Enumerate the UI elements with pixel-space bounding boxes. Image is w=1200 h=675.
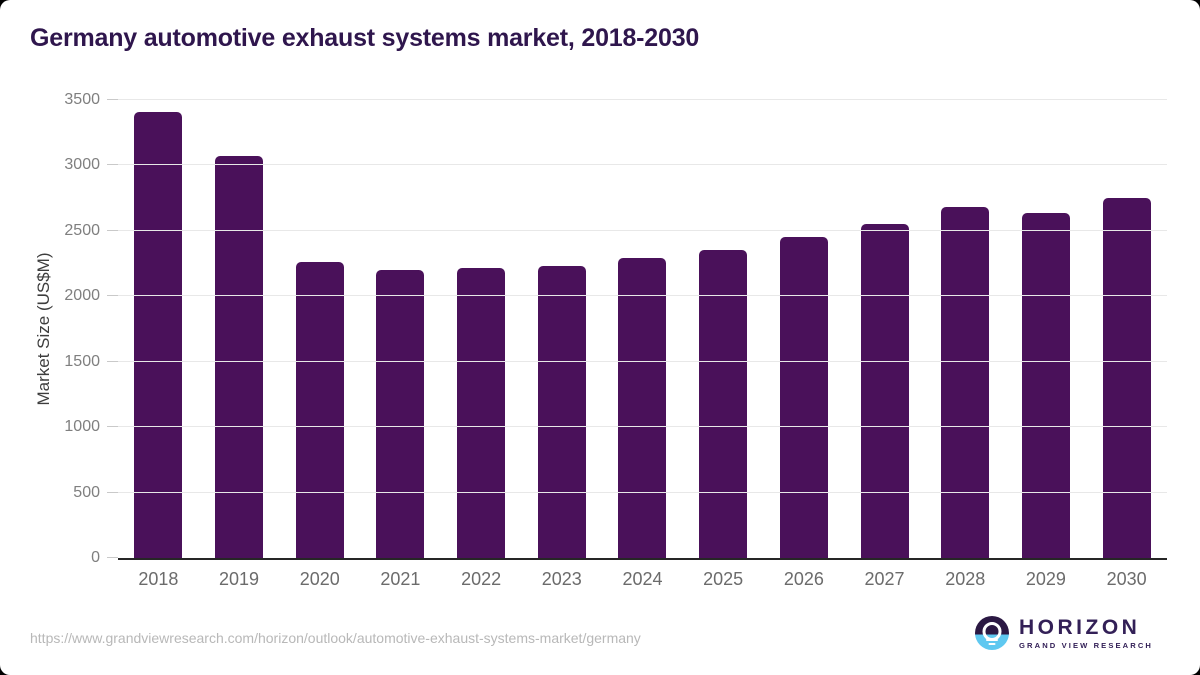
bar-slot [1086, 100, 1167, 558]
y-tick-label: 500 [73, 483, 100, 501]
x-tick-label: 2018 [138, 569, 179, 589]
bar-2024[interactable] [618, 258, 667, 558]
sun-reflection-line [988, 643, 996, 645]
gridline [118, 99, 1167, 100]
bar-2020[interactable] [295, 262, 344, 558]
bar-2027[interactable] [860, 223, 909, 558]
gridline [118, 295, 1167, 297]
plot-area [118, 99, 1167, 560]
logo-brand: HORIZON [1019, 615, 1141, 639]
x-tick-label: 2030 [1106, 569, 1147, 589]
x-tick-label: 2027 [864, 569, 905, 589]
x-tick-label: 2028 [945, 569, 986, 589]
bar-slot [360, 100, 441, 558]
bar-2021[interactable] [376, 270, 425, 558]
x-tick-label: 2020 [299, 569, 340, 589]
bar-2018[interactable] [134, 111, 183, 558]
bar-slot [441, 100, 522, 558]
x-tick-label: 2024 [622, 569, 663, 589]
y-tick-label: 0 [91, 549, 100, 566]
bar-2026[interactable] [779, 237, 828, 558]
bar-2030[interactable] [1102, 198, 1151, 558]
bar-slot [118, 100, 199, 558]
y-tick-mark [107, 229, 118, 231]
bar-slot [764, 100, 845, 558]
bar-slot [1006, 100, 1087, 558]
bar-2022[interactable] [457, 268, 506, 558]
y-tick-label: 2500 [64, 221, 100, 239]
gridline [118, 229, 1167, 231]
bar-slot [279, 100, 360, 558]
x-tick-label: 2029 [1025, 569, 1066, 589]
x-tick-label: 2026 [783, 569, 824, 589]
sun-reflection-line [986, 639, 999, 641]
x-axis-labels: 2018 2019 2020 2021 2022 2023 2024 2025 2026 2027… [118, 569, 1167, 590]
x-tick-label: 2025 [703, 569, 744, 589]
logo-text: HORIZON GRAND VIEW RESEARCH [1019, 617, 1153, 650]
bar-slot [521, 100, 602, 558]
gridline [118, 426, 1167, 428]
bar-2019[interactable] [215, 156, 264, 558]
horizon-logo[interactable]: HORIZON GRAND VIEW RESEARCH [975, 616, 1153, 650]
y-tick-mark [107, 360, 118, 362]
logo-tagline: GRAND VIEW RESEARCH [1019, 640, 1153, 650]
gridline [118, 164, 1167, 166]
bar-slot [683, 100, 764, 558]
y-tick-label: 3500 [64, 91, 100, 108]
y-tick-mark [107, 557, 118, 558]
x-tick-label: 2019 [219, 569, 260, 589]
y-tick-label: 1500 [64, 352, 100, 370]
source-url: https://www.grandviewresearch.com/horizo… [30, 630, 641, 646]
y-tick-mark [107, 295, 118, 297]
x-tick-label: 2023 [541, 569, 582, 589]
bar-slot [844, 100, 925, 558]
bar-2028[interactable] [941, 207, 990, 558]
bars [118, 100, 1167, 558]
y-tick-mark [107, 426, 118, 428]
y-tick-mark [107, 99, 118, 100]
bar-slot [199, 100, 280, 558]
x-tick-label: 2021 [380, 569, 421, 589]
page-title: Germany automotive exhaust systems marke… [30, 24, 700, 52]
bar-slot [925, 100, 1006, 558]
y-tick-mark [107, 491, 118, 493]
y-tick-label: 2000 [64, 287, 100, 305]
gridline [118, 360, 1167, 362]
y-tick-mark [107, 164, 118, 166]
y-tick-label: 1000 [64, 418, 100, 436]
x-tick-label: 2022 [461, 569, 502, 589]
horizon-sun-icon [975, 616, 1010, 650]
y-tick-label: 3000 [64, 156, 100, 174]
bar-2025[interactable] [699, 249, 748, 558]
y-axis-ticks: 0 500 1000 1500 2000 2500 3000 3500 [0, 92, 100, 566]
gridline [118, 491, 1167, 493]
bar-slot [602, 100, 683, 558]
y-axis-tickmarks [107, 99, 118, 558]
bar-2023[interactable] [537, 265, 586, 558]
bar-2029[interactable] [1021, 212, 1070, 558]
